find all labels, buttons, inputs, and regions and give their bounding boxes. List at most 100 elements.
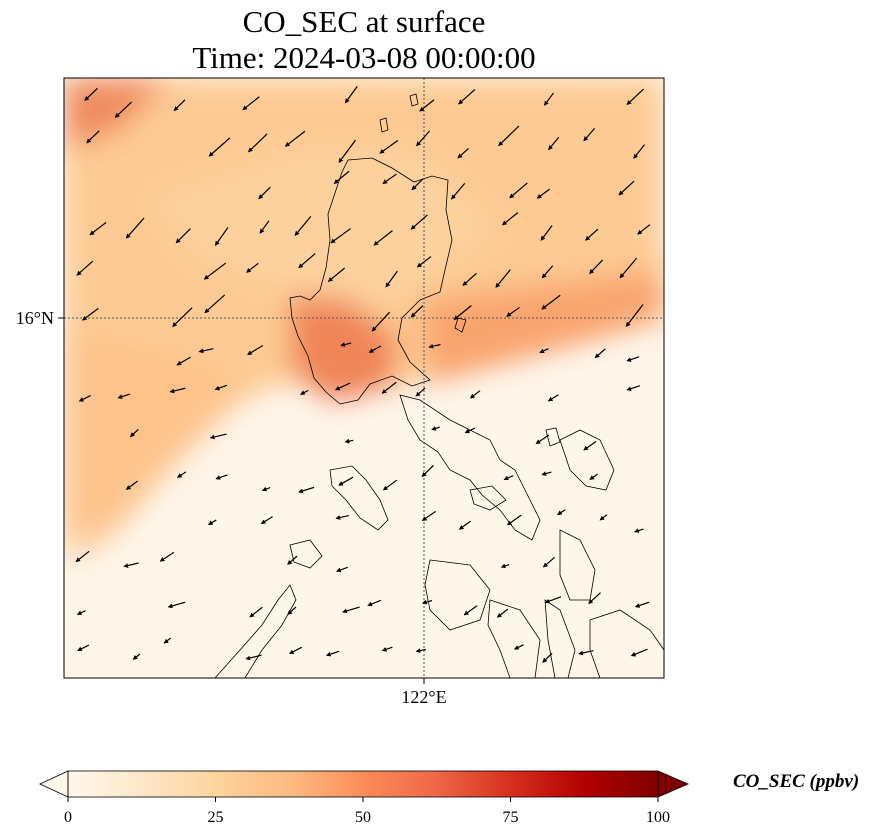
colorbar-tick-label: 100 <box>646 809 670 826</box>
wind-arrow <box>462 272 477 286</box>
wind-arrow <box>342 606 360 614</box>
wind-arrow <box>214 384 227 391</box>
wind-arrow <box>198 348 214 354</box>
wind-arrow <box>464 427 476 434</box>
wind-arrow <box>542 652 553 663</box>
wind-arrow <box>548 136 560 151</box>
wind-arrow <box>583 127 596 142</box>
wind-arrow <box>245 262 259 273</box>
wind-arrow <box>207 519 217 525</box>
wind-arrow <box>379 140 399 154</box>
wind-arrow <box>245 654 262 661</box>
wind-arrow <box>86 130 100 144</box>
wind-arrow <box>589 473 598 480</box>
coastline-polillo <box>454 317 467 333</box>
lon-tick-label: 122°E <box>401 687 446 707</box>
wind-arrow <box>625 304 644 328</box>
wind-arrow <box>599 514 608 521</box>
wind-arrow <box>500 563 510 569</box>
wind-arrow <box>495 269 511 288</box>
wind-arrow <box>114 101 133 118</box>
wind-arrow <box>634 528 644 533</box>
wind-arrow <box>76 610 86 615</box>
wind-arrow <box>410 305 424 318</box>
wind-arrow <box>261 486 271 492</box>
wind-arrow <box>287 606 297 615</box>
colorbar: 0 25 50 75 100 CO_SEC (ppbv) <box>39 770 859 826</box>
wind-arrow <box>541 294 561 310</box>
wind-arrow <box>298 253 316 269</box>
wind-arrow <box>535 434 550 445</box>
wind-arrow <box>338 476 354 486</box>
wind-arrow <box>338 139 357 164</box>
wind-arrow <box>469 390 481 399</box>
wind-arrow <box>419 99 435 112</box>
wind-arrow <box>619 257 638 279</box>
wind-arrow <box>330 228 351 244</box>
wind-arrow <box>539 348 549 354</box>
lat-tick-label: 16°N <box>16 308 54 328</box>
wind-arrow <box>633 144 646 159</box>
wind-arrow <box>77 644 90 652</box>
wind-arrow <box>249 606 263 618</box>
wind-arrow <box>204 294 226 314</box>
coastline-mindoro <box>329 465 389 531</box>
wind-arrow <box>381 381 397 394</box>
wind-arrow <box>458 89 476 105</box>
wind-arrow <box>547 394 559 402</box>
wind-arrow <box>410 214 428 230</box>
wind-arrow <box>501 212 519 226</box>
wind-arrow <box>334 382 351 391</box>
colorbar-tick-label: 0 <box>64 809 72 826</box>
coastline-catanduanes <box>545 427 561 447</box>
coastline-negros <box>487 599 541 678</box>
coastline-cebu <box>544 599 576 678</box>
wind-arrow <box>125 480 138 490</box>
wind-arrow <box>556 509 566 516</box>
wind-arrow <box>258 186 271 200</box>
wind-arrow <box>177 471 187 478</box>
wind-arrow <box>163 637 172 644</box>
wind-arrow <box>129 428 139 438</box>
wind-arrow <box>208 137 231 157</box>
wind-arrow <box>76 260 94 276</box>
map-frame <box>63 77 665 679</box>
wind-vectors <box>75 85 651 663</box>
coastline-batanes <box>379 117 389 133</box>
wind-arrow <box>125 217 145 239</box>
wind-arrow <box>173 99 186 112</box>
wind-arrow <box>541 471 552 476</box>
wind-arrow <box>247 133 268 153</box>
wind-arrow <box>287 555 298 565</box>
coastline-luzon <box>289 157 453 405</box>
wind-arrow <box>260 516 273 525</box>
colorbar-tick-label: 50 <box>355 809 371 826</box>
wind-arrow <box>382 173 397 184</box>
wind-arrow <box>159 551 175 562</box>
wind-arrow <box>340 342 352 347</box>
wind-arrow <box>496 608 509 618</box>
wind-arrow <box>457 147 469 159</box>
coastline-masbate <box>469 485 507 511</box>
wind-arrow <box>203 262 227 280</box>
wind-arrow <box>536 188 551 199</box>
coastline-mindanao-north <box>589 609 664 678</box>
wind-arrow <box>123 562 139 568</box>
wind-arrow <box>543 92 555 106</box>
concentration-field <box>64 78 664 678</box>
wind-arrow <box>299 389 309 395</box>
wind-arrow <box>431 426 441 431</box>
wind-arrow <box>585 228 599 241</box>
wind-arrow <box>544 596 562 604</box>
wind-arrow <box>336 566 348 573</box>
coastline-palawan <box>214 584 297 678</box>
wind-arrow <box>588 592 601 604</box>
wind-arrow <box>421 464 434 478</box>
wind-arrow <box>498 125 520 147</box>
wind-arrow <box>344 85 358 104</box>
wind-arrow <box>421 599 433 605</box>
wind-arrow <box>541 265 554 279</box>
wind-arrow <box>373 230 393 246</box>
wind-arrow <box>381 646 393 652</box>
wind-arrow <box>385 270 398 288</box>
